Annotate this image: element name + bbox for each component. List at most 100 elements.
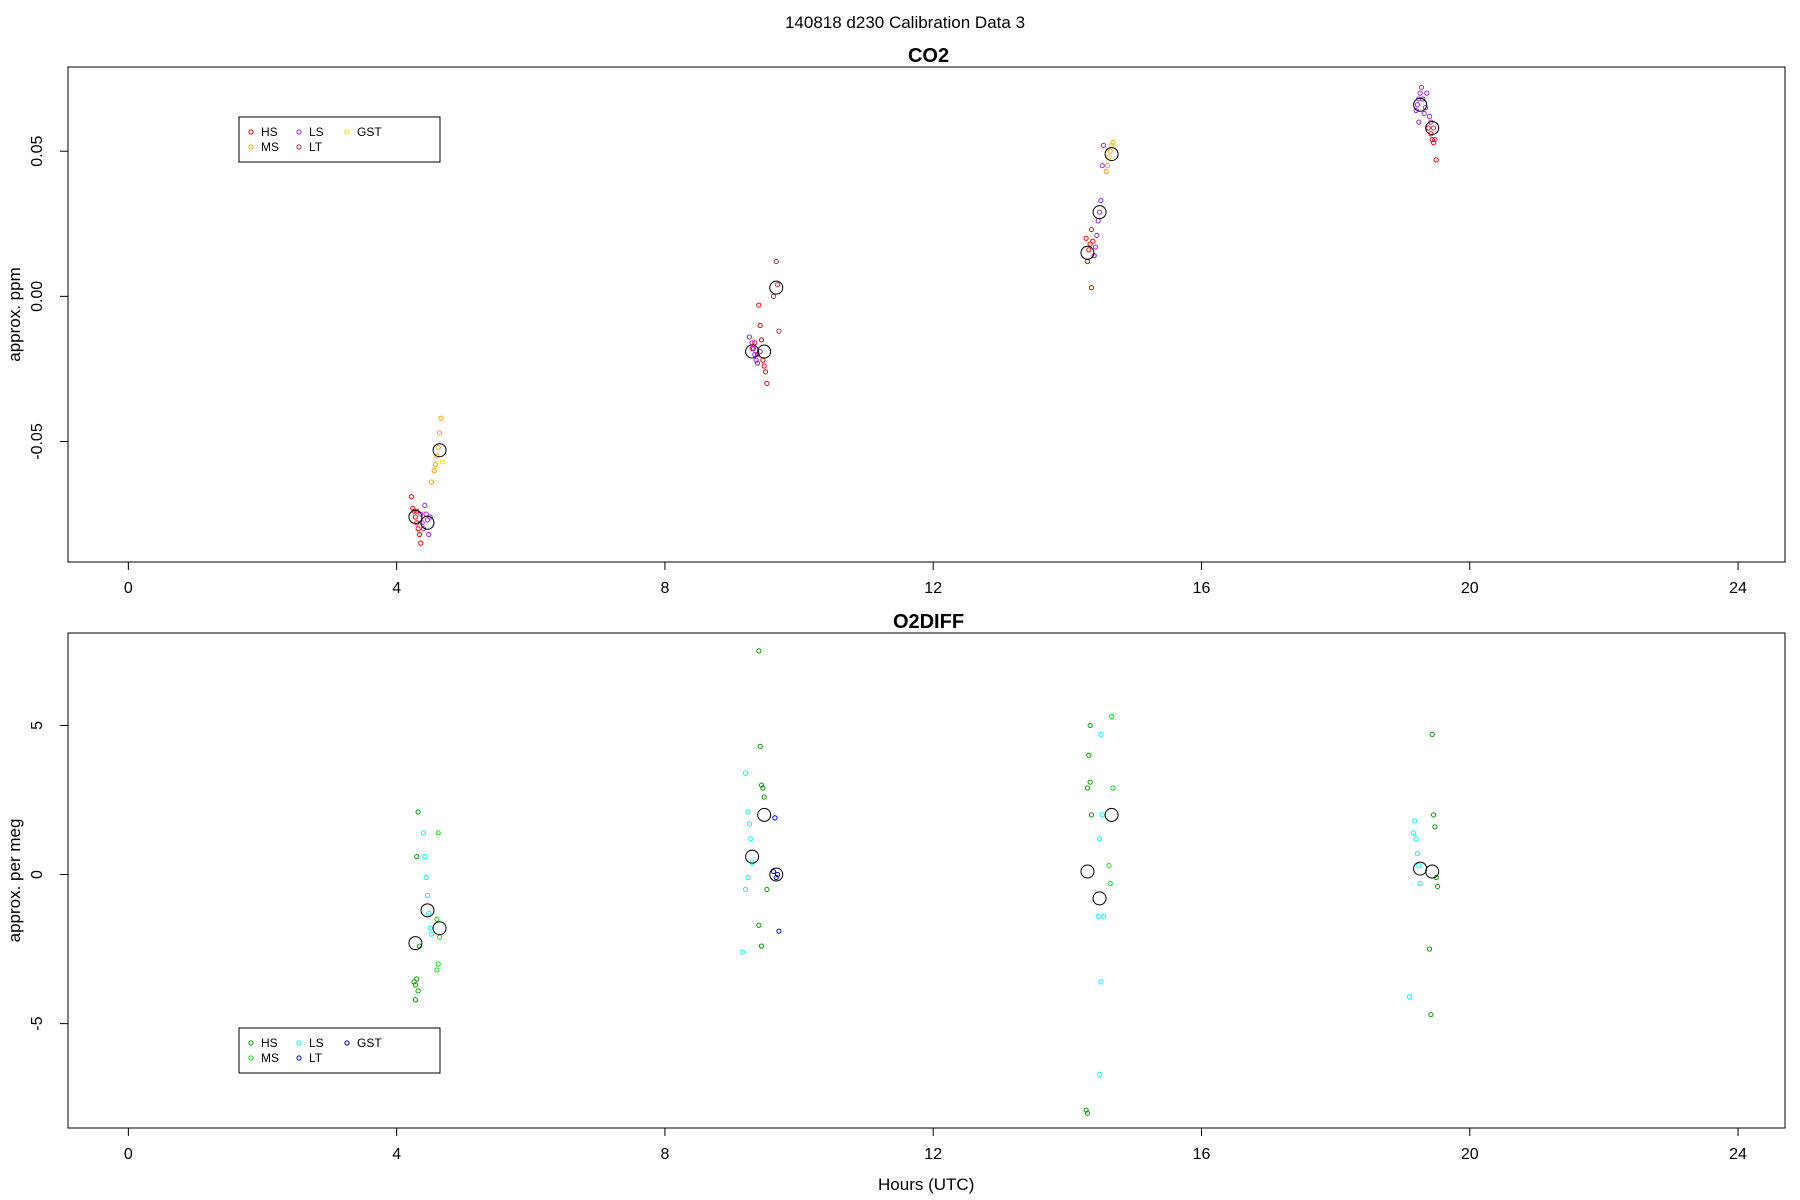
o2diff-point-ls [742, 770, 749, 776]
co2-mean-point [1413, 97, 1428, 112]
o2diff-legend-marker [248, 1055, 254, 1061]
o2diff-point-hs [415, 809, 421, 815]
co2-point-ls [418, 511, 424, 517]
co2-point-hs [415, 526, 421, 532]
o2diff-point-ls [746, 821, 753, 827]
co2-point-hs [1429, 136, 1435, 143]
o2diff-x-tick-label: 12 [924, 1146, 942, 1163]
co2-x-tick-label: 8 [660, 580, 669, 597]
o2diff-point-ls [427, 925, 433, 931]
o2diff-point-ls [742, 886, 749, 893]
co2-point-ls [1418, 84, 1425, 90]
co2-point-ms [1110, 139, 1116, 146]
o2diff-x-tick-label: 8 [660, 1146, 669, 1163]
co2-point-ls [749, 340, 755, 346]
o2diff-point-ms [435, 830, 441, 836]
o2diff-point-ls [1095, 913, 1101, 919]
co2-mean-point [432, 443, 447, 458]
o2diff-point-hs [1087, 722, 1093, 729]
co2-point-ls [1420, 96, 1426, 102]
o2diff-point-ls [745, 809, 751, 815]
co2-legend-label: LS [309, 125, 324, 139]
o2diff-x-tick-label: 4 [392, 1146, 401, 1163]
co2-point-hs [761, 363, 767, 369]
o2diff-mean-point [432, 921, 447, 936]
co2-point-lt [775, 282, 781, 288]
o2diff-point-ls [740, 949, 746, 955]
o2diff-y-tick-label: -5 [29, 1016, 46, 1030]
co2-point-hs [1088, 226, 1095, 233]
co2-point-ls [1100, 142, 1107, 148]
co2-legend-marker [248, 144, 254, 150]
co2-point-ms [434, 453, 440, 459]
o2diff-point-ls [422, 854, 428, 860]
co2-point-ls [752, 351, 758, 358]
o2diff-point-hs [1087, 779, 1093, 785]
o2diff-point-ls [420, 830, 427, 836]
o2diff-point-hs [1086, 752, 1092, 758]
o2diff-point-ms [1107, 880, 1113, 887]
co2-point-hs [1083, 235, 1089, 241]
co2-point-ls [746, 334, 753, 340]
o2diff-point-ms [1109, 713, 1115, 720]
co2-point-hs [412, 514, 419, 520]
co2-x-tick-label: 4 [392, 580, 401, 597]
co2-axes: 0 4 8 12 16 20 24 -0.05 0.00 0.05 [29, 136, 1747, 597]
co2-point-ls [423, 511, 429, 517]
co2-mean-point [745, 344, 760, 359]
co2-point-lt [773, 258, 779, 265]
co2-point-hs [1087, 241, 1093, 247]
o2diff-mean-point [1425, 864, 1440, 879]
co2-point-ms [438, 415, 444, 421]
co2-point-ms [436, 430, 443, 436]
o2diff-point-ls [1100, 913, 1107, 919]
o2diff-point-hs [411, 979, 417, 985]
co2-mean-point [769, 280, 784, 295]
co2-point-hs [1090, 238, 1096, 244]
co2-point-ms [431, 467, 437, 474]
o2diff-point-hs [1426, 946, 1433, 952]
o2diff-point-hs [412, 982, 419, 988]
co2-x-tick-label: 24 [1729, 580, 1747, 597]
co2-x-tick-label: 16 [1193, 580, 1211, 597]
o2diff-legend-label: HS [261, 1036, 278, 1050]
o2diff-y-axis-label: approx. per meg [5, 819, 24, 943]
o2diff-legend-label: LT [309, 1051, 323, 1065]
co2-point-ls [427, 514, 433, 520]
co2-point-hs [756, 302, 762, 308]
o2diff-point-ls [424, 892, 431, 899]
co2-point-ls [1095, 218, 1101, 224]
o2diff-point-ls [426, 910, 432, 916]
o2diff-x-tick-label: 24 [1729, 1146, 1747, 1163]
co2-point-lt [1432, 136, 1438, 143]
o2diff-legend-marker [248, 1040, 254, 1046]
co2-x-tick-label: 12 [924, 580, 942, 597]
o2diff-point-ms [434, 967, 440, 973]
co2-point-ms [435, 444, 441, 450]
o2diff-panel: O2DIFF approx. per meg Hours (UTC) 0 4 8 12… [5, 611, 1786, 1194]
o2diff-mean-point [1092, 891, 1107, 906]
o2diff-legend-label: LS [309, 1036, 324, 1050]
o2diff-point-ls [1416, 862, 1422, 869]
o2diff-point-ms [1106, 862, 1112, 869]
co2-panel-title: CO2 [908, 45, 949, 67]
o2diff-point-lt [770, 868, 777, 875]
o2diff-y-tick-label: 5 [29, 721, 46, 730]
co2-point-ls [1099, 163, 1105, 169]
co2-legend-marker [296, 144, 302, 150]
co2-mean-point [1092, 205, 1107, 220]
co2-y-tick-label: 0.00 [29, 281, 46, 312]
co2-data-points [408, 84, 1440, 546]
o2diff-point-ls [1417, 880, 1423, 887]
co2-point-ls [1094, 232, 1100, 238]
co2-point-hs [1433, 157, 1439, 163]
o2diff-legend-label: MS [261, 1051, 279, 1065]
o2diff-point-hs [414, 976, 420, 982]
co2-point-ms [1106, 154, 1112, 160]
o2diff-y-tick-label: 0 [29, 870, 46, 879]
co2-legend-label: MS [261, 140, 279, 154]
co2-point-ls [1426, 113, 1433, 119]
co2-point-hs [1086, 247, 1092, 253]
